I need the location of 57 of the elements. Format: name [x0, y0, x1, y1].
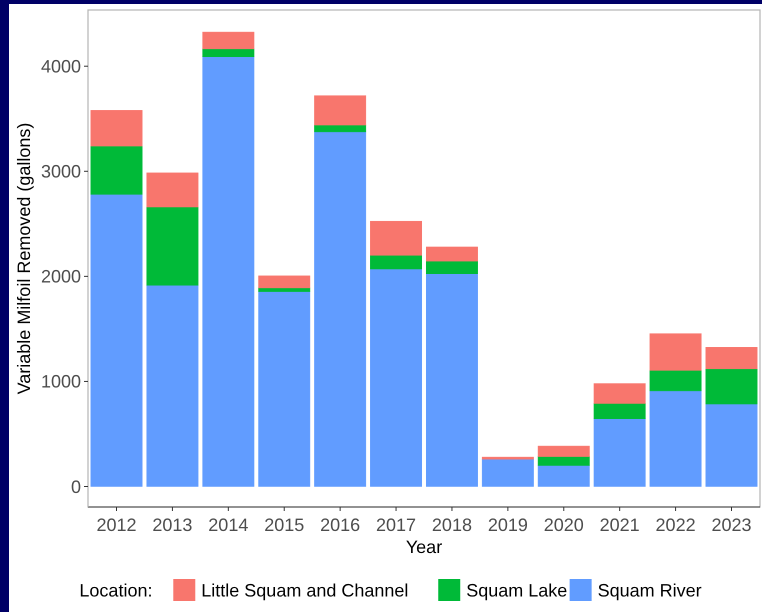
bar: [426, 246, 478, 262]
x-tick-label: 2023: [711, 515, 752, 535]
bar: [90, 194, 142, 487]
bar: [146, 172, 198, 208]
bar: [650, 333, 702, 371]
bar: [314, 95, 366, 126]
y-tick-label: 4000: [40, 56, 81, 77]
bar: [426, 273, 478, 487]
bar: [538, 465, 590, 487]
x-tick-label: 2013: [152, 515, 192, 535]
x-tick-label: 2016: [320, 515, 360, 535]
bar: [146, 285, 198, 487]
bar: [650, 370, 702, 392]
y-tick-label: 3000: [40, 162, 81, 182]
bar: [202, 48, 254, 58]
bar: [706, 404, 758, 487]
bar: [370, 255, 422, 270]
bar: [202, 32, 254, 50]
bar: [146, 206, 198, 286]
bar: [258, 276, 310, 288]
bar: [594, 403, 646, 419]
bar: [202, 56, 254, 487]
x-tick-label: 2014: [208, 515, 248, 535]
x-axis-title: Year: [406, 537, 442, 557]
bar: [538, 456, 590, 466]
bar: [258, 291, 310, 487]
bar: [482, 456, 534, 460]
x-tick-label: 2022: [656, 515, 696, 535]
bar: [706, 347, 758, 370]
bar: [594, 418, 646, 487]
x-tick-label: 2019: [488, 515, 528, 535]
legend-label: Little Squam and Channel: [201, 580, 408, 600]
bar: [482, 458, 534, 487]
x-tick-label: 2020: [544, 515, 584, 535]
y-tick-label: 1000: [40, 372, 81, 392]
y-tick-label: 2000: [40, 266, 81, 287]
x-tick-label: 2012: [96, 515, 137, 535]
legend-label: Squam Lake: [466, 580, 568, 600]
bar: [258, 288, 310, 292]
bar: [90, 110, 142, 146]
legend-title: Location:: [79, 580, 152, 600]
bar: [706, 368, 758, 404]
y-axis-title: Variable Milfoil Removed (gallons): [14, 122, 34, 394]
bar: [314, 132, 366, 487]
bar: [370, 268, 422, 487]
bar: [370, 220, 422, 256]
x-tick-label: 2015: [264, 515, 304, 535]
x-tick-label: 2021: [600, 515, 640, 535]
x-tick-label: 2017: [376, 515, 416, 535]
bar: [594, 383, 646, 404]
bar: [650, 390, 702, 487]
y-tick-label: 0: [70, 476, 81, 497]
bar: [426, 260, 478, 274]
x-tick-label: 2018: [432, 515, 472, 535]
legend-label: Squam River: [598, 580, 702, 600]
bar: [538, 446, 590, 457]
bar: [90, 146, 142, 195]
